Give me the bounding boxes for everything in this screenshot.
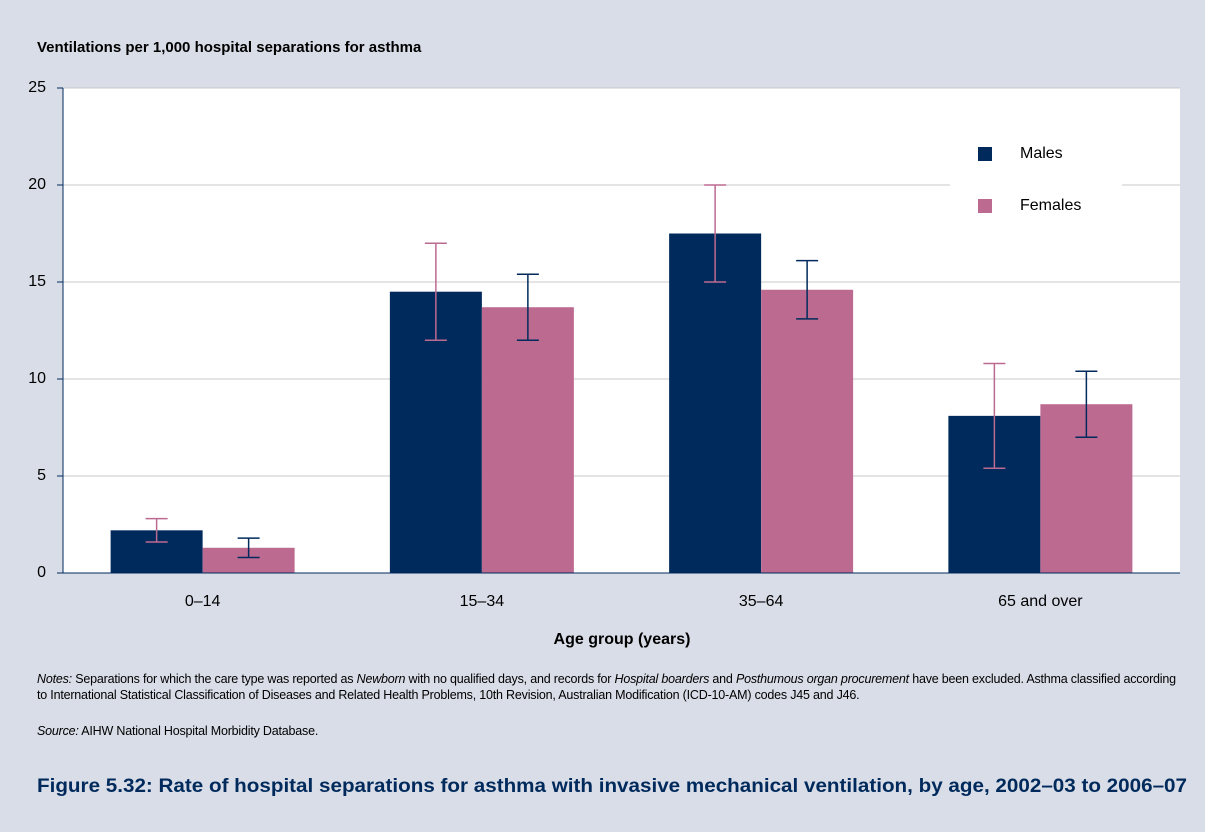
bar <box>481 307 574 573</box>
legend-label: Males <box>1020 145 1063 162</box>
legend-swatch <box>978 147 992 161</box>
notes-italic: Hospital boarders <box>614 672 710 686</box>
y-tick-label: 0 <box>37 564 46 581</box>
figure-title-area: Figure 5.32: Rate of hospital separation… <box>37 776 1187 797</box>
error-bar <box>983 362 1006 469</box>
notes-italic: Newborn <box>356 672 406 686</box>
bar <box>761 289 854 573</box>
x-tick-label: 0–14 <box>185 593 221 610</box>
error-bar <box>237 537 260 559</box>
legend-swatch <box>978 199 992 213</box>
notes-text: and <box>709 672 736 686</box>
source-label: Source: <box>37 724 79 738</box>
error-bar <box>145 517 168 543</box>
notes: Notes: Separations for which the care ty… <box>37 671 1177 703</box>
x-axis-title: Age group (years) <box>554 631 691 648</box>
chart: Ventilations per 1,000 hospital separati… <box>28 39 1180 648</box>
y-tick-label: 20 <box>28 176 46 193</box>
bar <box>669 233 762 573</box>
source-text: AIHW National Hospital Morbidity Databas… <box>78 724 319 738</box>
figure-title: Figure 5.32: Rate of hospital separation… <box>37 776 1187 797</box>
y-tick-label: 25 <box>28 79 46 96</box>
error-bar <box>1075 370 1098 438</box>
x-tick-label: 65 and over <box>998 593 1083 610</box>
notes-text: Separations for which the care type was … <box>71 672 357 686</box>
error-bar <box>424 242 447 341</box>
y-tick-label: 10 <box>28 370 46 387</box>
x-tick-label: 15–34 <box>460 593 505 610</box>
error-bar <box>704 184 727 283</box>
notes-italic: Posthumous organ procurement <box>735 672 909 686</box>
x-tick-label: 35–64 <box>739 593 784 610</box>
error-bar <box>516 273 539 341</box>
notes-text: with no qualified days, and records for <box>405 672 615 686</box>
source: Source: AIHW National Hospital Morbidity… <box>37 723 1177 739</box>
notes-text: have been excluded. Asthma classified ac… <box>37 672 1176 702</box>
legend-label: Females <box>1020 197 1081 214</box>
error-bar <box>796 259 819 320</box>
chart-title: Ventilations per 1,000 hospital separati… <box>37 39 422 56</box>
notes-label: Notes: <box>37 672 72 686</box>
y-tick-label: 5 <box>37 467 46 484</box>
y-tick-label: 15 <box>28 273 46 290</box>
notes-body: Separations for which the care type was … <box>37 672 1176 702</box>
